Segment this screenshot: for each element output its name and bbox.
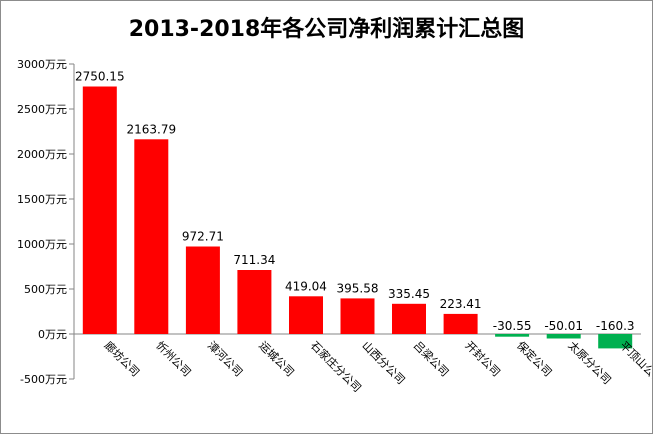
y-tick-label: 2500万元 [17, 103, 67, 116]
y-tick-label: 1500万元 [17, 193, 67, 206]
x-tick-label: 山西分公司 [359, 339, 407, 387]
y-tick-label: 500万元 [24, 283, 67, 296]
data-label: 395.58 [337, 281, 379, 295]
x-tick-label: 运城公司 [256, 339, 296, 379]
data-label: -30.55 [493, 319, 532, 333]
bar [82, 86, 117, 334]
bar [598, 334, 633, 349]
x-tick-label: 保定公司 [514, 338, 555, 379]
x-tick-label: 吕梁公司 [411, 338, 452, 379]
bar [546, 334, 581, 339]
x-tick-label: 忻州公司 [153, 339, 193, 379]
data-label: 419.04 [285, 279, 327, 293]
bar [392, 303, 426, 334]
bar [237, 270, 272, 334]
x-tick-label: 开封公司 [462, 338, 503, 379]
x-tick-label: 廊坊公司 [102, 338, 143, 379]
x-tick-label: 平顶山公司 [617, 339, 652, 387]
data-label: 335.45 [388, 287, 430, 301]
y-tick-label: 1000万元 [17, 238, 67, 251]
bar [289, 296, 323, 334]
y-tick-label: 0万元 [38, 328, 67, 341]
data-label: -160.3 [596, 319, 635, 333]
x-tick-label: 漳河公司 [205, 338, 246, 379]
data-label: -50.01 [544, 319, 583, 333]
y-tick-label: -500万元 [20, 373, 67, 386]
bar [443, 313, 478, 334]
data-label: 711.34 [233, 253, 275, 267]
bar [495, 334, 530, 337]
data-label: 223.41 [440, 297, 482, 311]
data-label: 2750.15 [75, 69, 125, 83]
y-tick-label: 2000万元 [17, 148, 67, 161]
bar [134, 139, 169, 334]
y-tick-label: 3000万元 [17, 58, 67, 71]
chart-title: 2013-2018年各公司净利润累计汇总图 [128, 17, 525, 42]
x-tick-label: 石家庄分公司 [308, 338, 365, 395]
bar [340, 298, 375, 334]
data-label: 2163.79 [127, 122, 177, 136]
bar [185, 246, 220, 334]
data-label: 972.71 [182, 229, 224, 243]
